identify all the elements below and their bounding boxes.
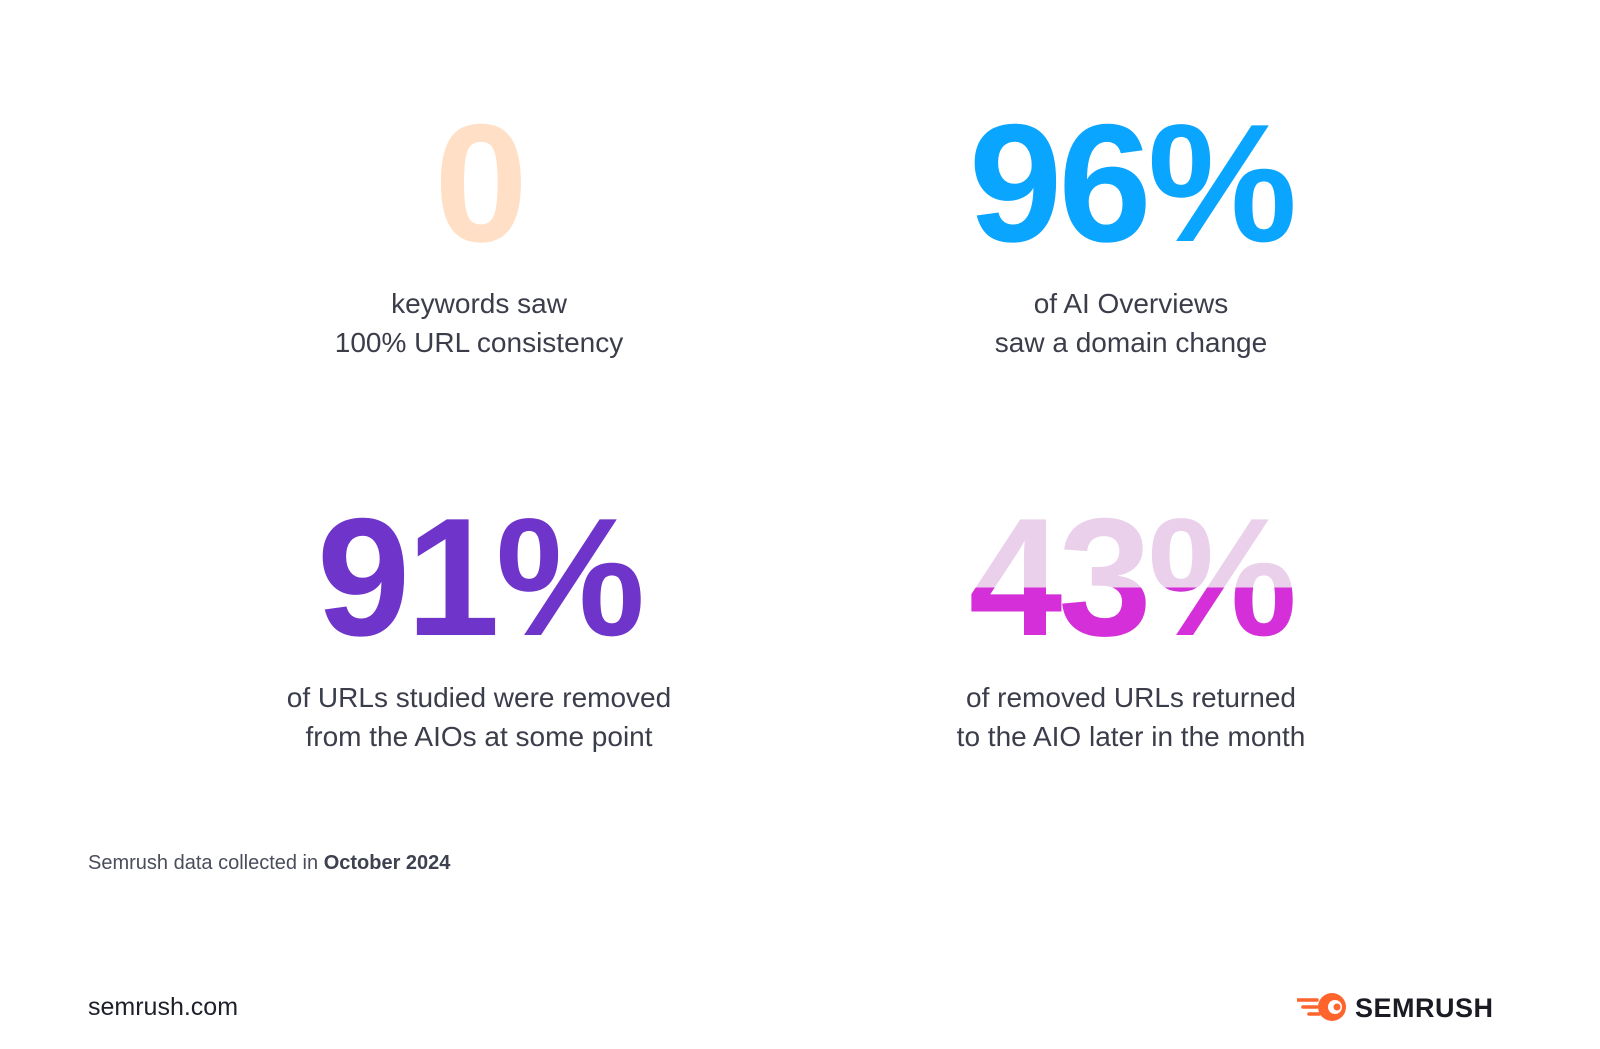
stat-card-urls-returned: 43% 43% of removed URLs returned to the …	[851, 483, 1411, 756]
stat-value-fade: 91%	[316, 483, 645, 671]
stat-description-line1: of AI Overviews	[1033, 288, 1229, 319]
stat-value-fill: 96%	[968, 89, 1297, 277]
stat-value-fade: 43%	[968, 483, 1297, 671]
stat-description-line2: saw a domain change	[994, 327, 1268, 358]
stat-description-line2: to the AIO later in the month	[956, 721, 1306, 752]
stat-value-fade: 96%	[968, 89, 1297, 277]
stat-description-line1: of removed URLs returned	[966, 682, 1296, 713]
data-source-date: October 2024	[323, 852, 451, 874]
stat-card-urls-removed: 91% 91% of URLs studied were removed fro…	[199, 483, 759, 756]
stat-description: keywords saw 100% URL consistency	[199, 284, 759, 362]
brand-wordmark: SEMRUSH	[1355, 993, 1494, 1023]
data-source-prefix: Semrush data collected in	[88, 852, 324, 874]
stat-description-line2: 100% URL consistency	[334, 327, 624, 358]
stat-description: of removed URLs returned to the AIO late…	[851, 678, 1411, 756]
stat-description: of URLs studied were removed from the AI…	[199, 678, 759, 756]
stat-value-fade: 0	[434, 89, 527, 277]
stat-value: 91% 91%	[199, 483, 759, 671]
stat-value-fill: 0	[434, 89, 527, 277]
stat-card-domain-change: 96% 96% of AI Overviews saw a domain cha…	[851, 89, 1411, 362]
semrush-fireball-icon	[1295, 990, 1349, 1027]
stat-card-keywords: 0 0 keywords saw 100% URL consistency	[199, 89, 759, 362]
stat-description-line1: of URLs studied were removed	[286, 682, 672, 713]
stat-value: 96% 96%	[851, 89, 1411, 277]
stat-value-fill: 43%	[968, 483, 1297, 671]
brand-logo: SEMRUSH	[1295, 990, 1494, 1027]
stat-description: of AI Overviews saw a domain change	[851, 284, 1411, 362]
stat-value-fill: 91%	[316, 483, 645, 671]
data-source-note: Semrush data collected in October 2024	[88, 852, 450, 875]
site-url: semrush.com	[88, 993, 239, 1021]
stat-value: 43% 43%	[851, 483, 1411, 671]
stat-description-line2: from the AIOs at some point	[305, 721, 653, 752]
stat-description-line1: keywords saw	[391, 288, 567, 319]
stat-value: 0 0	[199, 89, 759, 277]
